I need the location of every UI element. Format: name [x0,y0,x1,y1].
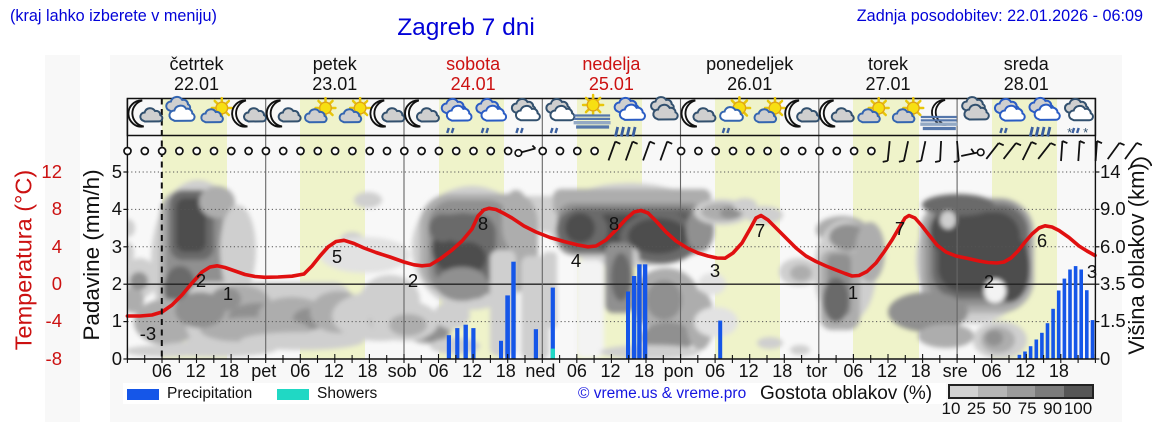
svg-text:*: * [1083,125,1088,140]
svg-text:*: * [1067,125,1072,140]
